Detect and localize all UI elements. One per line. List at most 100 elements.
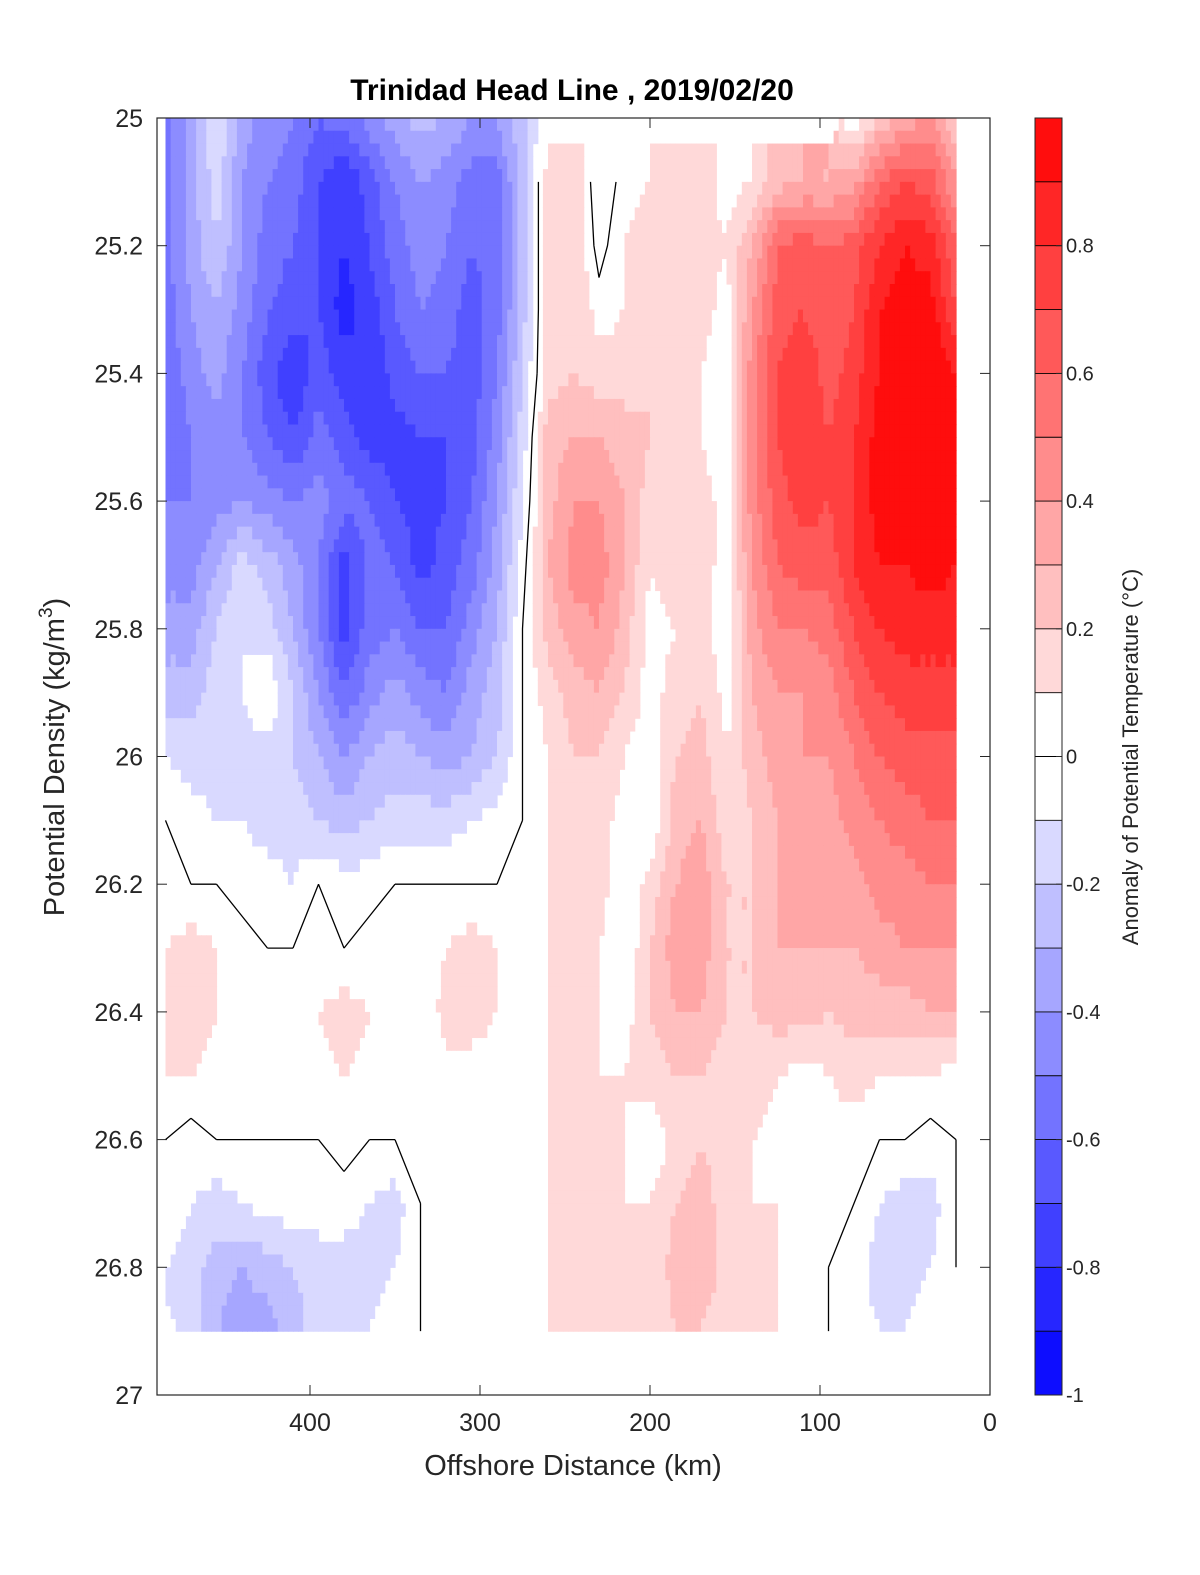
contour-cell: [384, 398, 391, 413]
contour-cell: [787, 194, 794, 208]
contour-cell: [925, 462, 932, 477]
contour-cell: [221, 437, 228, 451]
contour-cell: [287, 539, 294, 553]
contour-cell: [191, 539, 197, 553]
contour-cell: [369, 156, 376, 170]
contour-cell: [894, 373, 901, 387]
contour-cell: [502, 258, 508, 272]
contour-cell: [456, 156, 462, 170]
contour-cell: [415, 488, 422, 502]
contour-cell: [650, 143, 656, 157]
contour-cell: [308, 207, 314, 221]
contour-cell: [364, 258, 371, 272]
contour-cell: [629, 220, 636, 234]
contour-cell: [818, 143, 824, 157]
contour-cell: [313, 462, 320, 477]
contour-cell: [328, 501, 335, 515]
contour-cell: [486, 335, 493, 349]
contour-cell: [328, 118, 335, 132]
contour-cell: [884, 130, 891, 145]
contour-cell: [787, 335, 794, 349]
contour-cell: [410, 475, 416, 489]
contour-cell: [293, 386, 299, 400]
contour-cell: [558, 347, 564, 362]
contour-cell: [629, 513, 636, 528]
contour-cell: [803, 539, 809, 553]
contour-cell: [823, 143, 830, 157]
contour-cell: [548, 411, 554, 426]
contour-cell: [379, 462, 386, 477]
contour-cell: [767, 347, 773, 362]
contour-cell: [899, 360, 906, 374]
contour-cell: [308, 450, 314, 464]
contour-cell: [344, 424, 350, 438]
contour-cell: [389, 335, 396, 349]
contour-cell: [410, 245, 416, 260]
contour-cell: [185, 475, 192, 489]
contour-cell: [655, 258, 661, 272]
contour-cell: [170, 462, 177, 477]
contour-cell: [282, 360, 289, 374]
contour-cell: [558, 156, 564, 170]
contour-cell: [741, 207, 748, 221]
contour-cell: [920, 462, 926, 477]
contour-cell: [456, 181, 462, 196]
contour-cell: [803, 513, 809, 528]
contour-cell: [843, 424, 850, 438]
contour-cell: [262, 130, 269, 145]
contour-cell: [420, 501, 427, 515]
contour-cell: [191, 386, 197, 400]
contour-cell: [344, 296, 350, 311]
contour-cell: [889, 309, 896, 323]
contour-cell: [553, 450, 559, 464]
contour-cell: [655, 207, 661, 221]
contour-cell: [522, 271, 529, 285]
contour-cell: [323, 181, 330, 196]
contour-cell: [874, 526, 881, 541]
contour-cell: [206, 284, 212, 298]
contour-cell: [328, 450, 335, 464]
contour-cell: [369, 130, 376, 145]
contour-cell: [435, 373, 442, 387]
contour-cell: [236, 475, 243, 489]
contour-cell: [548, 437, 554, 451]
contour-cell: [247, 322, 253, 336]
contour-cell: [787, 156, 794, 170]
contour-cell: [746, 194, 753, 208]
contour-cell: [685, 245, 692, 260]
contour-cell: [165, 169, 172, 183]
contour-cell: [374, 156, 381, 170]
contour-cell: [838, 373, 845, 387]
contour-cell: [165, 130, 172, 145]
contour-cell: [772, 245, 779, 260]
contour-cell: [344, 373, 350, 387]
contour-cell: [619, 437, 626, 451]
contour-cell: [767, 143, 773, 157]
contour-cell: [425, 437, 432, 451]
contour-cell: [838, 335, 845, 349]
contour-cell: [563, 526, 569, 541]
contour-cell: [777, 143, 784, 157]
contour-cell: [257, 552, 263, 566]
contour-cell: [211, 271, 218, 285]
contour-cell: [282, 335, 289, 349]
contour-cell: [650, 450, 656, 464]
contour-cell: [185, 143, 192, 157]
contour-cell: [379, 309, 386, 323]
contour-cell: [257, 296, 263, 311]
contour-cell: [517, 475, 524, 489]
contour-cell: [507, 322, 513, 336]
contour-cell: [247, 398, 253, 413]
contour-cell: [175, 181, 182, 196]
contour-cell: [384, 169, 391, 183]
contour-cell: [680, 539, 687, 553]
contour-cell: [517, 245, 524, 260]
contour-cell: [446, 245, 452, 260]
contour-cell: [624, 552, 631, 566]
contour-cell: [308, 296, 314, 311]
contour-cell: [318, 156, 325, 170]
contour-cell: [364, 181, 371, 196]
contour-cell: [670, 513, 677, 528]
contour-cell: [644, 181, 651, 196]
contour-cell: [293, 169, 299, 183]
